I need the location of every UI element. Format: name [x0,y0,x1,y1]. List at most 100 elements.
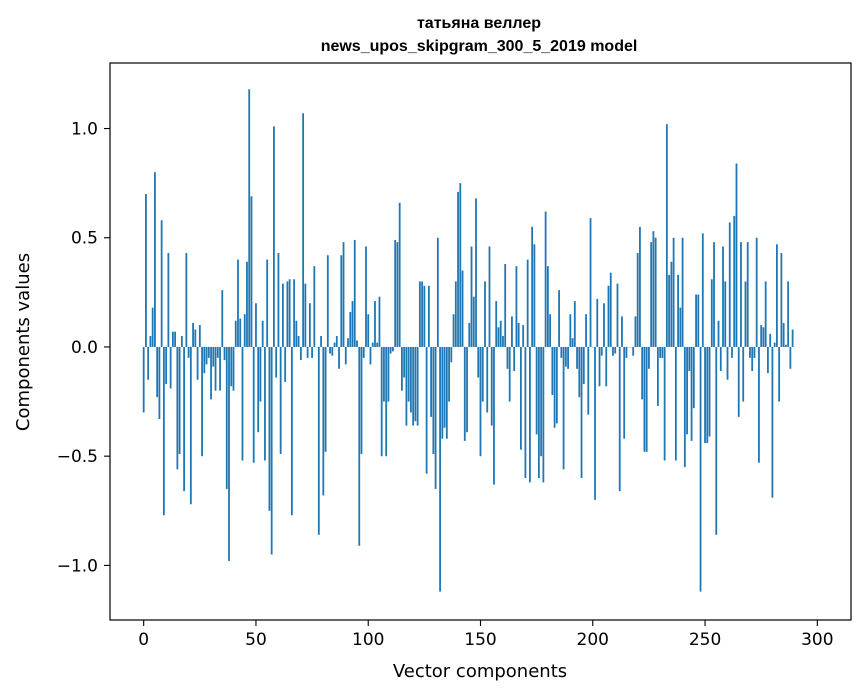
bar [268,346,271,511]
bar [162,346,165,516]
bar [681,237,684,347]
bar [699,346,702,592]
bar [185,253,188,347]
bar [418,281,421,347]
bar [746,242,749,347]
chart-title-line1: татьяна веллер [417,15,541,32]
bar [378,296,381,347]
bar [392,346,394,352]
x-tick-label: 100 [352,630,384,650]
bars-group [142,89,794,592]
bar [713,242,715,347]
bar [612,346,614,356]
bar [351,301,354,347]
bar [744,281,747,347]
bar [174,331,177,347]
bar [461,270,464,347]
bar [367,314,370,347]
bar [270,346,273,555]
bar [452,314,455,347]
bar [502,336,504,347]
bar [194,329,197,347]
bar [277,253,280,347]
bar [540,346,543,457]
bar [551,346,554,396]
bar [203,346,206,374]
bar [634,316,637,347]
bar [589,218,592,347]
bar [544,211,547,347]
bar [499,320,502,347]
bar [196,346,199,380]
bar [515,266,518,347]
bar [338,346,340,369]
bar [279,346,282,454]
bar [692,346,695,409]
bar [273,126,275,347]
bar [740,242,742,347]
bar [484,281,486,347]
bar [445,346,448,439]
bar [299,346,302,361]
bar [645,346,648,452]
bar [311,346,313,358]
bar [614,346,617,354]
bar [710,279,713,347]
bar [286,281,289,347]
bar [665,124,668,347]
bar [733,215,736,347]
bar [180,336,183,347]
y-axis-label: Components values [13,253,34,431]
bar [326,255,329,347]
bar [632,346,635,356]
bar [670,261,673,347]
bar [605,346,608,387]
x-tick-label: 300 [801,630,833,650]
bar [511,316,513,347]
bar [223,346,226,361]
bar [688,346,691,371]
bar [225,346,228,489]
bar [228,346,230,562]
bar [776,244,778,347]
bar [737,346,740,417]
bar [488,246,491,347]
bar [230,346,233,387]
x-tick-label: 200 [577,630,609,650]
bar [668,274,671,347]
bar [371,342,374,347]
bar [201,346,203,457]
bar [641,346,644,400]
x-tick-label: 150 [464,630,496,650]
bar [513,346,516,371]
bar [151,307,154,347]
bar [421,281,424,347]
bar [302,113,305,347]
bar [210,346,212,400]
bar [760,325,763,347]
bar [625,346,628,358]
bar [430,346,432,417]
bar [663,346,666,461]
bar [656,346,659,406]
bar [722,246,724,347]
bar [320,336,322,347]
bar [443,346,446,428]
bar [448,346,450,402]
bar [706,346,709,444]
bar [686,346,688,435]
bar [708,346,711,437]
bar [154,172,156,347]
bar [526,259,529,347]
bar [423,285,426,347]
bar [659,346,662,358]
bar [356,340,358,347]
bar [603,303,605,347]
bar [207,346,210,358]
bar [457,191,459,347]
bar [764,281,767,347]
bar [648,346,650,369]
bar [719,346,722,371]
bar [520,346,522,450]
